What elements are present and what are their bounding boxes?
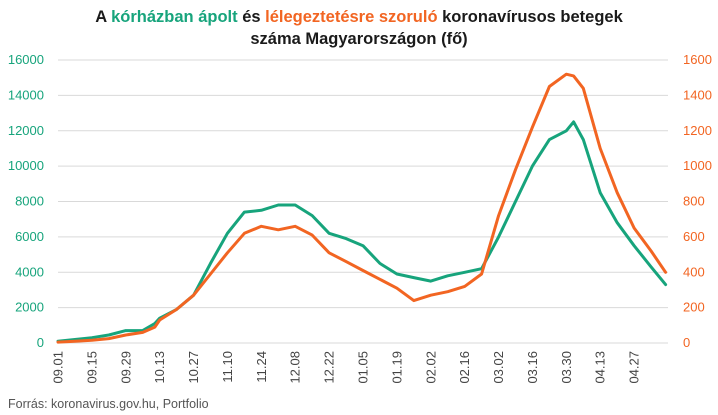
y-axis-left: 0 2000 4000 6000 8000 10000 12000 14000 16000 [8,52,44,350]
y-right-tick-label: 1600 [683,52,712,67]
y-left-tick-label: 14000 [8,87,44,102]
x-tick-label: 02.16 [457,351,472,384]
chart-title-line1: A kórházban ápolt és lélegeztetésre szor… [0,6,718,28]
series-line-ventilated [56,72,668,344]
y-right-tick-label: 400 [683,264,705,279]
title-text-hospitalized: kórházban ápolt [111,8,238,26]
x-tick-label: 04.27 [627,351,642,384]
x-tick-label: 09.29 [118,351,133,384]
x-tick-label: 03.16 [525,351,540,384]
chart-title: A kórházban ápolt és lélegeztetésre szor… [0,6,718,50]
x-tick-label: 02.02 [423,351,438,384]
y-axis-right: 0 200 400 600 800 1000 1200 1400 1600 [683,52,712,350]
y-left-tick-label: 8000 [15,194,44,209]
y-left-tick-label: 16000 [8,52,44,67]
chart-title-line2: száma Magyarországon (fő) [250,30,468,48]
y-right-tick-label: 1400 [683,87,712,102]
series-line-hospitalized [56,120,668,343]
x-tick-label: 10.27 [186,351,201,384]
series-lines [56,72,668,344]
x-tick-label: 12.22 [322,351,337,384]
title-text-patients: koronavírusos betegek [437,8,623,26]
x-tick-label: 03.30 [559,351,574,384]
y-left-tick-label: 6000 [15,229,44,244]
y-left-tick-label: 0 [37,335,44,350]
x-tick-label: 11.24 [254,351,269,383]
title-text-and: és [237,8,266,26]
x-tick-label: 03.02 [491,351,506,384]
y-left-tick-label: 10000 [8,158,44,173]
title-text-a: A [95,8,112,26]
y-left-tick-label: 12000 [8,123,44,138]
y-right-tick-label: 1200 [683,123,712,138]
y-right-tick-label: 200 [683,300,705,315]
y-right-tick-label: 600 [683,229,705,244]
y-right-tick-label: 0 [683,335,690,350]
x-tick-label: 01.19 [389,351,404,384]
y-right-tick-label: 1000 [683,158,712,173]
grid-lines [58,59,668,344]
title-text-ventilated: lélegeztetésre szoruló [265,8,438,26]
x-axis: 09.01 09.15 09.29 10.13 10.27 11.10 11.24 12.08… [51,351,642,384]
y-left-tick-label: 4000 [15,264,44,279]
x-tick-label: 04.13 [593,351,608,384]
x-tick-label: 09.15 [84,351,99,384]
x-tick-label: 11.10 [220,351,235,383]
y-left-tick-label: 2000 [15,300,44,315]
source-note: Forrás: koronavirus.gov.hu, Portfolio [8,397,209,411]
x-tick-label: 01.05 [356,351,371,384]
x-tick-label: 09.01 [51,351,66,384]
y-right-tick-label: 800 [683,194,705,209]
x-tick-label: 12.08 [288,351,303,384]
x-tick-label: 10.13 [152,351,167,384]
